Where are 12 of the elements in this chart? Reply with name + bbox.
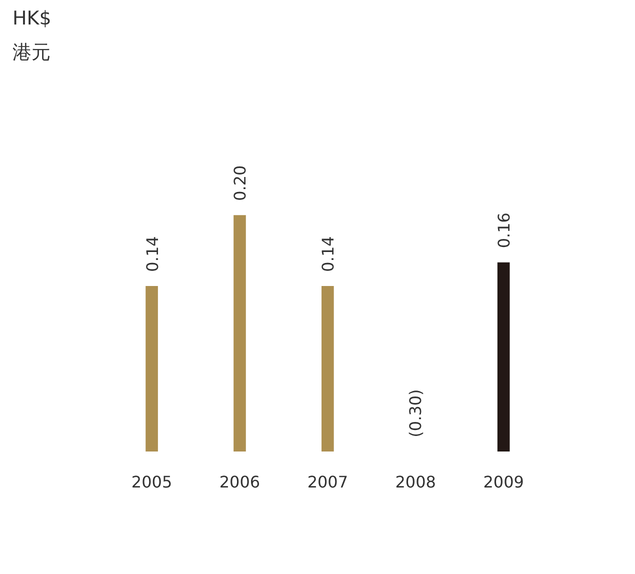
text: (0.30) bbox=[406, 389, 426, 438]
chart-subtitle: 港元 bbox=[12, 42, 50, 64]
x-tick-label: 2009 bbox=[483, 472, 524, 492]
x-tick-label: 2007 bbox=[307, 472, 348, 492]
data-label: 0.14 bbox=[142, 236, 162, 272]
data-label: 0.14 bbox=[318, 236, 338, 272]
data-label: 0.20 bbox=[230, 165, 250, 201]
x-tick-label: 2008 bbox=[395, 472, 436, 492]
x-tick-label: 2005 bbox=[131, 472, 172, 492]
data-label: 0.16 bbox=[494, 212, 514, 248]
chart-title: HK$ bbox=[12, 8, 52, 30]
x-tick-label: 2006 bbox=[219, 472, 260, 492]
